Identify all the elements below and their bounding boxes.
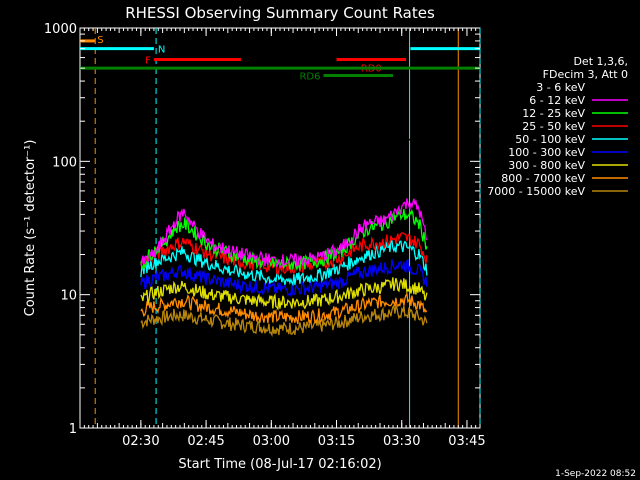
x-tick-label-2: 03:00 — [253, 434, 290, 449]
series-line-5 — [140, 258, 428, 298]
y-tick-label-0: 1 — [69, 422, 77, 437]
series-line-8 — [140, 303, 428, 338]
flag-label-0: S — [97, 35, 103, 46]
legend-header-0: Det 1,3,6, — [573, 55, 628, 68]
legend-label-3: 25 - 50 keV — [522, 120, 585, 133]
vertical-markers — [94, 28, 481, 428]
series-group — [140, 133, 451, 338]
x-tick-label-3: 03:15 — [318, 434, 355, 449]
flag-label-6: RD6 — [299, 72, 320, 83]
flag-bars: SNFRD0RD6 — [80, 35, 480, 83]
legend-label-4: 50 - 100 keV — [515, 133, 585, 146]
y-axis-label: Count Rate (s⁻¹ detector⁻¹) — [23, 140, 38, 317]
x-tick-label-0: 02:30 — [122, 434, 159, 449]
legend-label-0: 3 - 6 keV — [536, 81, 585, 94]
y-tick-label-1: 10 — [60, 289, 77, 304]
legend-label-7: 800 - 7000 keV — [501, 172, 585, 185]
x-axis-label: Start Time (08-Jul-17 02:16:02) — [178, 457, 381, 472]
footer-timestamp: 1-Sep-2022 08:52 — [555, 469, 636, 479]
legend-label-8: 7000 - 15000 keV — [487, 185, 585, 198]
series-line-3 — [140, 232, 428, 276]
x-tick-label-1: 02:45 — [187, 434, 224, 449]
chart-title: RHESSI Observing Summary Count Rates — [125, 4, 435, 22]
flag-label-1: N — [158, 45, 165, 56]
series-line-4 — [140, 239, 428, 287]
y-tick-label-3: 1000 — [44, 22, 77, 37]
series-line-0 — [140, 133, 451, 162]
x-tick-label-4: 03:30 — [383, 434, 420, 449]
legend-label-2: 12 - 25 keV — [522, 107, 585, 120]
series-line-7 — [140, 292, 428, 325]
legend-label-5: 100 - 300 keV — [508, 146, 585, 159]
legend-header-1: FDecim 3, Att 0 — [543, 68, 628, 81]
x-tick-label-5: 03:45 — [448, 434, 485, 449]
legend-label-6: 300 - 800 keV — [508, 159, 585, 172]
y-tick-label-2: 100 — [52, 155, 77, 170]
series-line-1 — [140, 198, 428, 269]
plot-frame — [79, 27, 481, 429]
x-axis-ticks: 02:30 02:45 03:00 03:15 03:30 03:45 — [83, 28, 486, 449]
flag-label-3: F — [145, 56, 151, 67]
series-line-6 — [140, 277, 428, 311]
y-axis-ticks: 1 10 100 1000 — [44, 22, 480, 437]
legend-label-1: 6 - 12 keV — [529, 94, 585, 107]
